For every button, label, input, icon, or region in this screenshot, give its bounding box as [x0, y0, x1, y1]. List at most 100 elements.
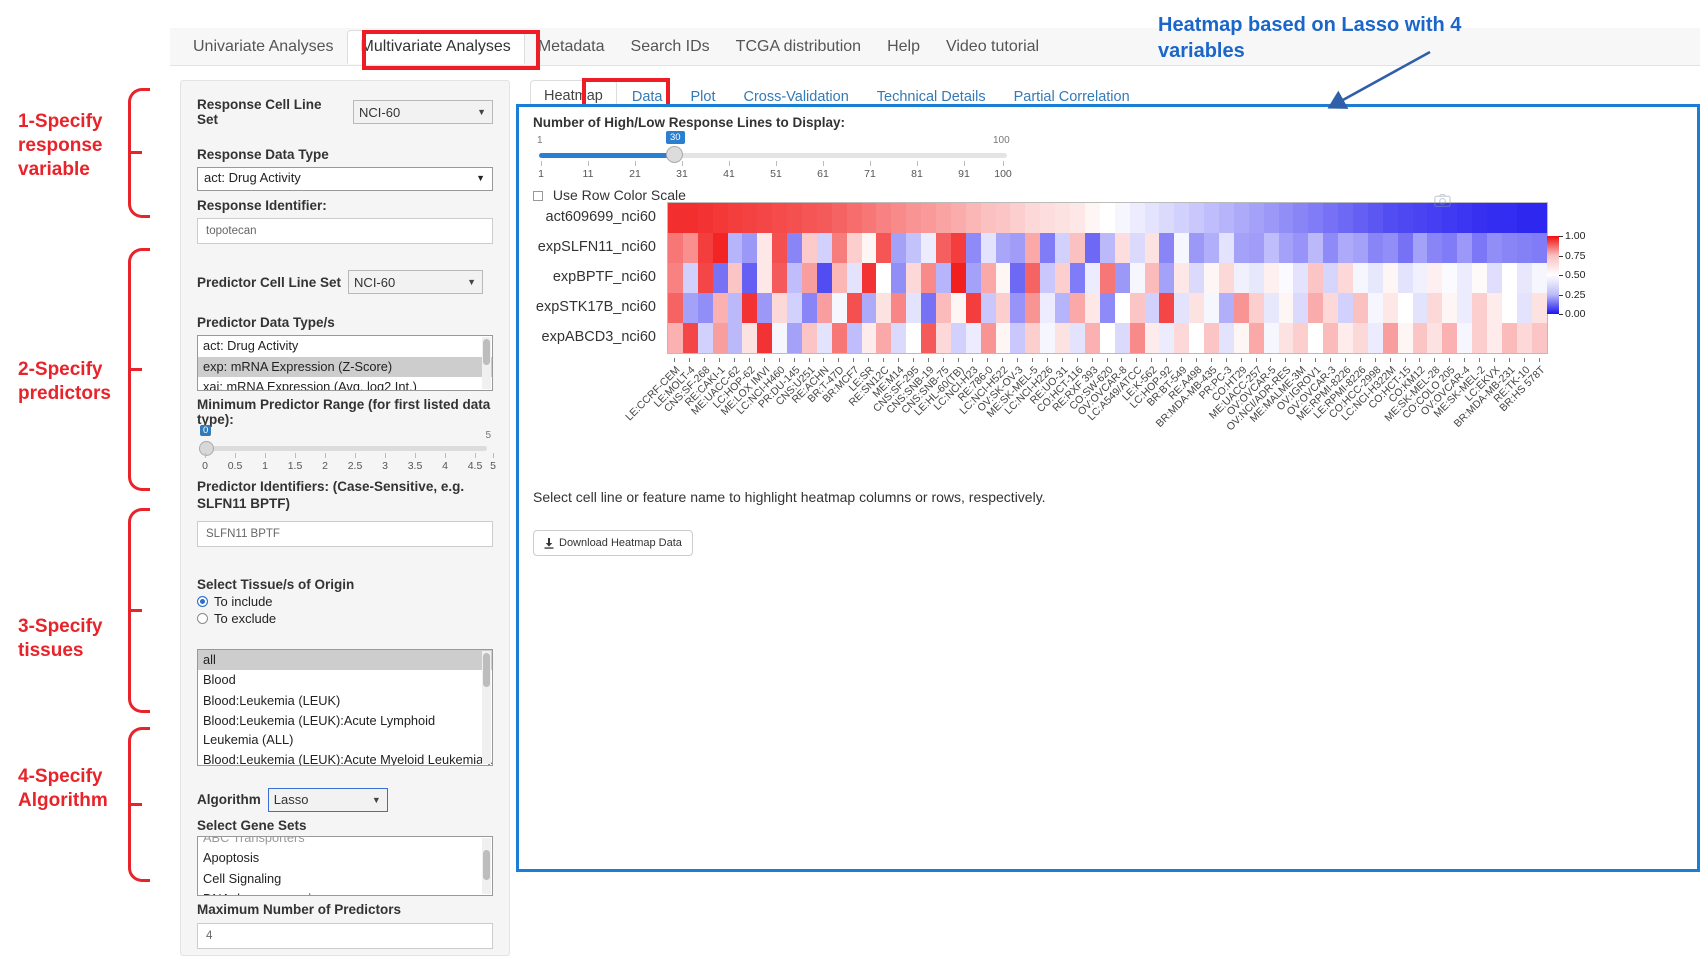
heatmap-cell[interactable]	[1189, 203, 1205, 233]
heatmap-cell[interactable]	[1084, 293, 1100, 323]
heatmap-cell[interactable]	[876, 233, 892, 263]
heatmap-cell[interactable]	[1248, 203, 1264, 233]
response-cell-line-set-select-wrap[interactable]: NCI-60 ▼	[353, 100, 493, 124]
heatmap-cell[interactable]	[1263, 323, 1279, 353]
tab-plot[interactable]: Plot	[690, 89, 716, 105]
heatmap-cell[interactable]	[861, 263, 877, 293]
heatmap-cell[interactable]	[1412, 203, 1428, 233]
heatmap-cell[interactable]	[1472, 263, 1487, 293]
heatmap-cell[interactable]	[1352, 263, 1368, 293]
heatmap-cell[interactable]	[1233, 263, 1249, 293]
heatmap-cell[interactable]	[697, 203, 713, 233]
heatmap-cell[interactable]	[921, 233, 937, 263]
heatmap-cell[interactable]	[1352, 293, 1368, 323]
heatmap-cell[interactable]	[1099, 293, 1115, 323]
heatmap-cell[interactable]	[1248, 233, 1264, 263]
heatmap-cell[interactable]	[712, 263, 728, 293]
list-item[interactable]: exp: mRNA Expression (Z-Score)	[198, 356, 492, 378]
heatmap-cell[interactable]	[921, 203, 937, 233]
nav-item-help[interactable]: Help	[887, 38, 920, 55]
heatmap-cell[interactable]	[1338, 293, 1353, 323]
heatmap-cell[interactable]	[802, 233, 817, 263]
heatmap-cell[interactable]	[1516, 233, 1532, 263]
heatmap-cell[interactable]	[712, 233, 728, 263]
heatmap-cell[interactable]	[1427, 323, 1443, 353]
heatmap-cell[interactable]	[1472, 293, 1487, 323]
heatmap-cell[interactable]	[668, 293, 683, 323]
slider-track[interactable]	[203, 446, 487, 451]
heatmap-cell[interactable]	[1442, 263, 1458, 293]
heatmap-cell[interactable]	[965, 293, 981, 323]
heatmap-cell[interactable]	[861, 233, 877, 263]
scrollbar[interactable]	[482, 337, 491, 389]
heatmap-cell[interactable]	[757, 323, 773, 353]
heatmap-cell[interactable]	[1278, 263, 1294, 293]
heatmap-cell[interactable]	[1457, 293, 1473, 323]
heatmap-cell[interactable]	[1278, 203, 1294, 233]
heatmap-cell[interactable]	[787, 323, 803, 353]
heatmap-cell[interactable]	[891, 203, 907, 233]
heatmap-cell[interactable]	[1129, 293, 1145, 323]
heatmap-cell[interactable]	[1293, 263, 1309, 293]
heatmap-cell[interactable]	[1129, 263, 1145, 293]
heatmap-cell[interactable]	[1055, 203, 1071, 233]
heatmap-cell[interactable]	[1025, 323, 1041, 353]
heatmap-cell[interactable]	[906, 323, 922, 353]
heatmap-cell[interactable]	[1308, 263, 1324, 293]
heatmap-cell[interactable]	[742, 233, 758, 263]
heatmap-cell[interactable]	[772, 293, 788, 323]
heatmap-cell[interactable]	[1278, 323, 1294, 353]
list-item[interactable]: Blood	[203, 672, 236, 688]
heatmap-cell[interactable]	[1204, 323, 1219, 353]
heatmap-cell[interactable]	[1055, 323, 1071, 353]
heatmap-cell[interactable]	[1114, 263, 1130, 293]
nav-item-tcga-distribution[interactable]: TCGA distribution	[735, 38, 862, 55]
heatmap-cell[interactable]	[831, 263, 847, 293]
heatmap-cell[interactable]	[876, 323, 892, 353]
nav-item-search-ids[interactable]: Search IDs	[630, 38, 710, 55]
heatmap-cell[interactable]	[1040, 203, 1056, 233]
heatmap-cell[interactable]	[787, 263, 803, 293]
tab-cross-validation[interactable]: Cross-Validation	[743, 89, 849, 105]
algorithm-select[interactable]: Lasso	[267, 787, 388, 812]
heatmap-cell[interactable]	[1412, 323, 1428, 353]
heatmap-cell[interactable]	[1278, 233, 1294, 263]
heatmap-cell[interactable]	[1382, 293, 1398, 323]
heatmap-cell[interactable]	[1472, 203, 1487, 233]
heatmap-cell[interactable]	[1218, 263, 1234, 293]
heatmap-cell[interactable]	[1367, 293, 1383, 323]
heatmap-cell[interactable]	[816, 203, 832, 233]
heatmap-cell[interactable]	[1531, 233, 1547, 263]
heatmap-cell[interactable]	[950, 203, 966, 233]
heatmap-cell[interactable]	[1144, 323, 1160, 353]
heatmap-cell[interactable]	[742, 203, 758, 233]
heatmap-cell[interactable]	[712, 293, 728, 323]
heatmap-cell[interactable]	[1144, 263, 1160, 293]
heatmap-cell[interactable]	[1501, 323, 1517, 353]
heatmap-cell[interactable]	[906, 263, 922, 293]
heatmap-cell[interactable]	[1025, 233, 1041, 263]
heatmap-cell[interactable]	[1099, 263, 1115, 293]
heatmap-cell[interactable]	[742, 263, 758, 293]
predictor-identifiers-input[interactable]	[197, 520, 493, 547]
heatmap-cell[interactable]	[1233, 203, 1249, 233]
heatmap-row-label[interactable]: expSTK17B_nci60	[535, 299, 656, 315]
nav-item-multivariate[interactable]: Multivariate Analyses	[346, 30, 525, 64]
heatmap-cell[interactable]	[1367, 263, 1383, 293]
heatmap-cell[interactable]	[682, 323, 698, 353]
heatmap-cell[interactable]	[697, 263, 713, 293]
heatmap-cell[interactable]	[1382, 323, 1398, 353]
heatmap-cell[interactable]	[1189, 293, 1205, 323]
heatmap-cell[interactable]	[1040, 323, 1056, 353]
tab-technical-details[interactable]: Technical Details	[876, 89, 986, 105]
heatmap-cell[interactable]	[1486, 263, 1502, 293]
heatmap-cell[interactable]	[787, 203, 803, 233]
heatmap-cell[interactable]	[1263, 233, 1279, 263]
heatmap-cell[interactable]	[1338, 203, 1353, 233]
heatmap-cell[interactable]	[668, 233, 683, 263]
response-data-type-select[interactable]: act: Drug Activity ▼	[197, 167, 493, 191]
heatmap-cell[interactable]	[995, 263, 1011, 293]
heatmap[interactable]: act609699_nci60 expSLFN11_nci60 expBPTF_nc…	[519, 193, 1697, 482]
heatmap-cell[interactable]	[1263, 203, 1279, 233]
heatmap-cell[interactable]	[861, 293, 877, 323]
